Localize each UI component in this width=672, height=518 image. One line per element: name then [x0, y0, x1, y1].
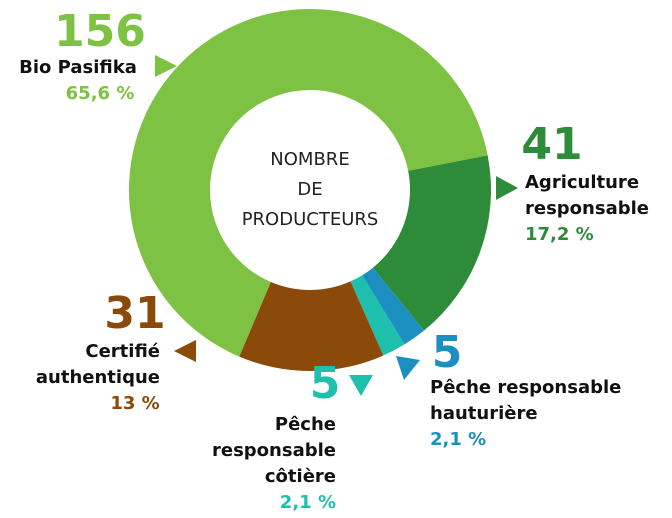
category-label: Certifié: [85, 341, 160, 362]
value-label: 41: [521, 119, 582, 170]
donut-segment: [350, 275, 405, 356]
pointer-arrow: [396, 356, 420, 380]
value-label: 5: [310, 358, 341, 409]
pointer-arrow: [349, 375, 373, 396]
category-label: Pêche responsable: [430, 377, 621, 398]
pointer-arrow: [155, 55, 177, 77]
value-label: 31: [104, 288, 165, 339]
pointer-arrow: [496, 176, 518, 200]
donut-segment: [372, 155, 492, 331]
category-label: côtière: [265, 466, 336, 487]
category-label: responsable: [212, 440, 336, 461]
percent-label: 2,1 %: [280, 492, 336, 513]
category-label: authentique: [36, 367, 160, 388]
donut-segment: [129, 9, 488, 357]
percent-label: 13 %: [110, 393, 159, 414]
center-label: DE: [297, 179, 322, 200]
center-label: PRODUCTEURS: [242, 209, 379, 230]
category-label: Bio Pasifika: [19, 57, 137, 78]
category-label: Agriculture: [525, 172, 639, 193]
donut-segment: [239, 281, 384, 371]
percent-label: 2,1 %: [430, 429, 486, 450]
value-label: 5: [432, 327, 463, 378]
category-label: responsable: [525, 198, 649, 219]
category-label: Pêche: [275, 414, 336, 435]
value-label: 156: [54, 6, 146, 57]
percent-label: 17,2 %: [525, 224, 594, 245]
center-label: NOMBRE: [270, 149, 349, 170]
pointer-arrow: [174, 340, 196, 362]
percent-label: 65,6 %: [66, 83, 135, 104]
category-label: hauturière: [430, 403, 538, 424]
donut-segment: [362, 267, 424, 345]
